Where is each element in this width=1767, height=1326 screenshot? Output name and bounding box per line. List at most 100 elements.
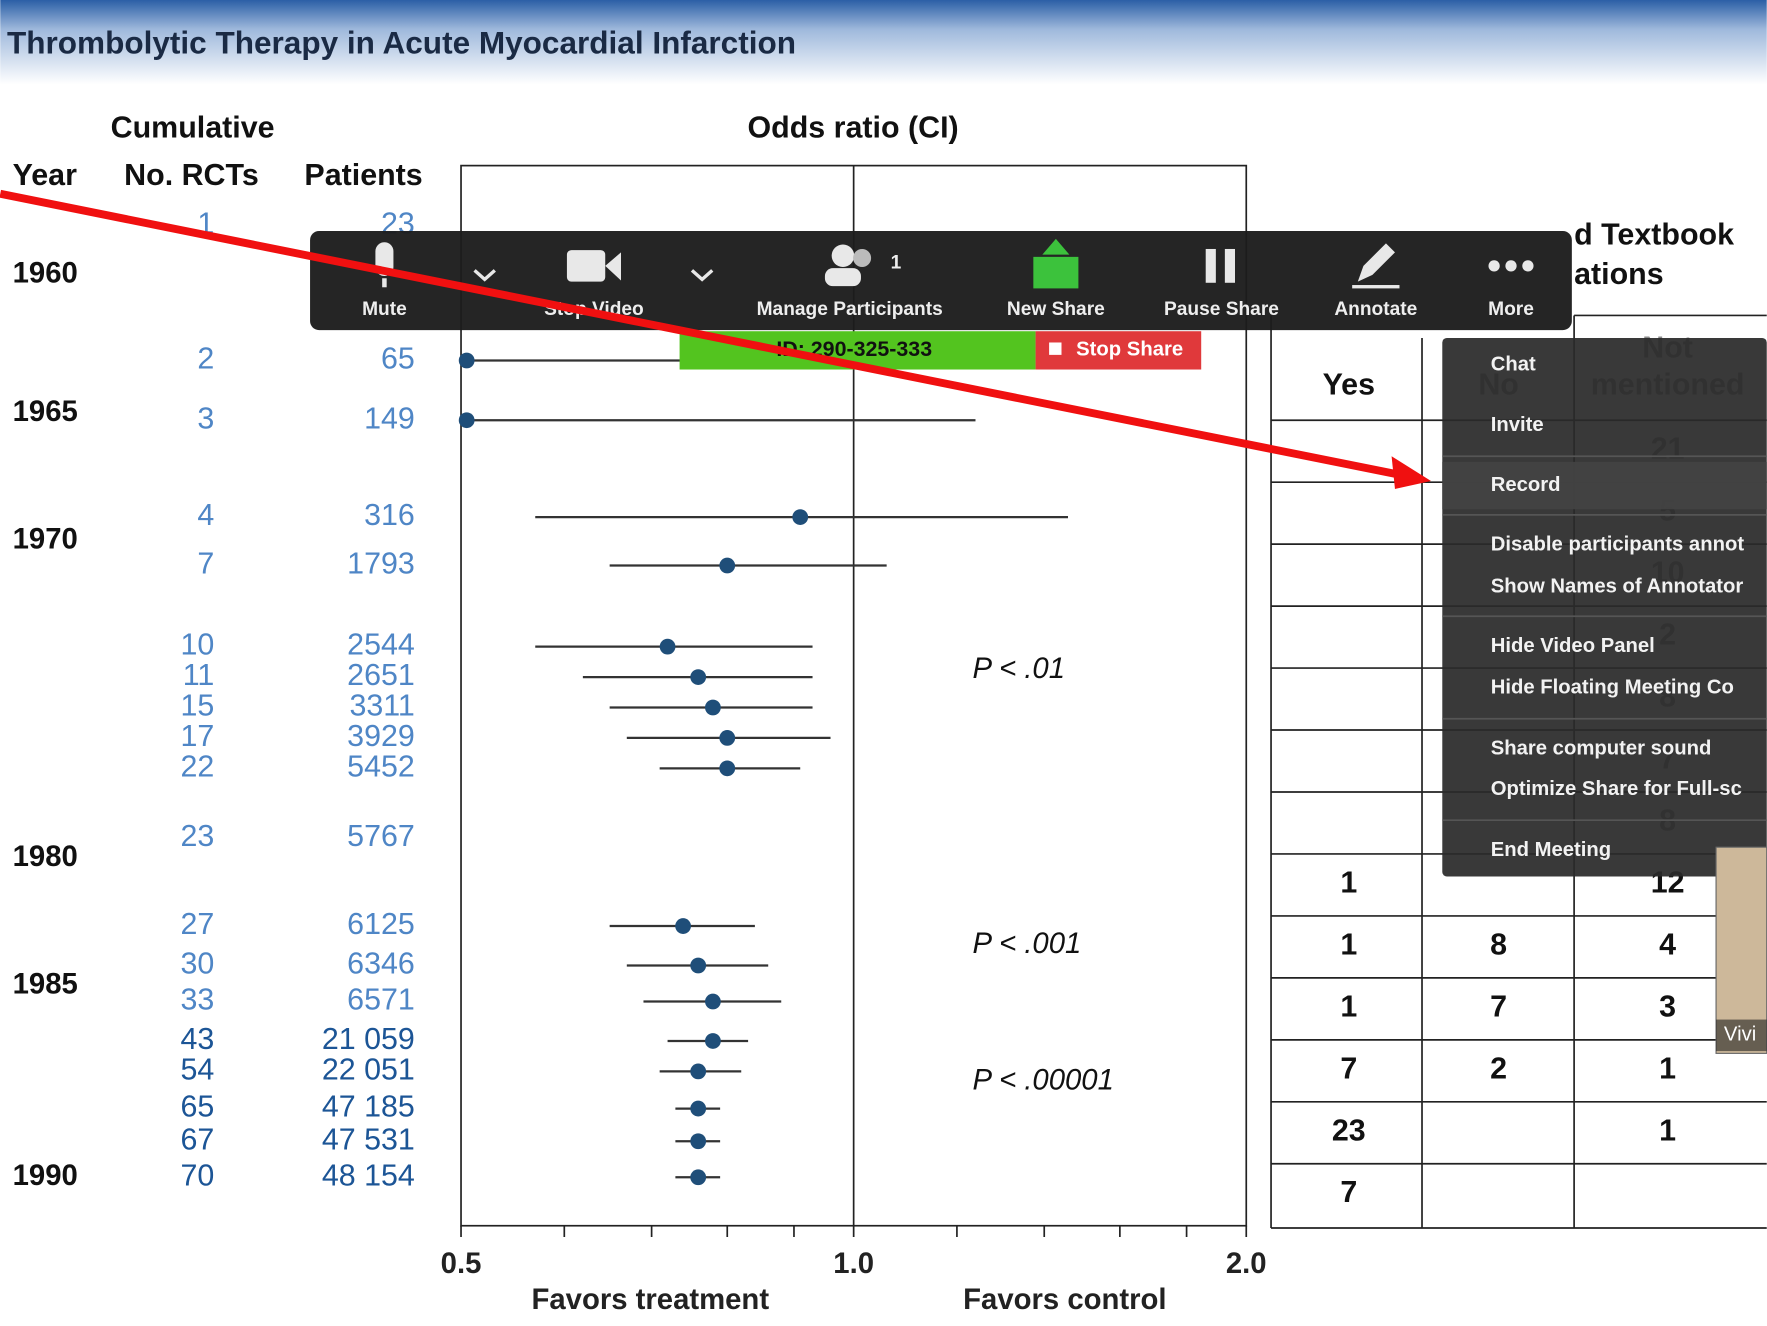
odds-ratio-point [690,958,706,974]
toolbar-label: Pause Share [1164,299,1279,320]
rct-count: 22 [180,749,214,783]
rct-count: 10 [180,628,214,662]
table-cell: 1 [1340,927,1357,961]
rct-count: 27 [180,907,214,941]
rct-count: 30 [180,947,214,981]
odds-ratio-point [792,509,808,525]
table-cell: 7 [1490,989,1507,1023]
toolbar-label: Manage Participants [757,299,943,320]
odds-ratio-point [705,1033,721,1049]
x-tick-label: 1.0 [833,1247,874,1280]
menu-item[interactable]: Invite [1491,414,1544,436]
odds-ratio-point [690,1169,706,1185]
patient-count: 5767 [347,819,415,853]
rct-count: 7 [197,547,214,581]
toolbar-label: New Share [1007,299,1105,320]
odds-ratio-point [719,730,735,746]
rct-count: 3 [197,401,214,435]
chart-title: Odds ratio (CI) [748,111,959,145]
table-title: ations [1574,257,1664,291]
patient-count: 21 059 [322,1022,415,1056]
patient-count: 2544 [347,628,415,662]
patient-count: 6571 [347,983,415,1017]
table-cell: 4 [1659,927,1676,961]
odds-ratio-point [690,1101,706,1117]
odds-ratio-point [459,412,475,428]
column-header: Yes [1323,367,1375,401]
x-axis-label: Favors control [963,1283,1166,1316]
patient-count: 47 531 [322,1122,415,1156]
toolbar-label: Annotate [1334,299,1417,320]
patient-count: 5452 [347,749,415,783]
odds-ratio-point [675,918,691,934]
p-value-annotation: P < .00001 [973,1063,1114,1096]
table-cell: 3 [1659,989,1676,1023]
menu-item[interactable]: End Meeting [1491,839,1611,861]
table-cell: 23 [1332,1113,1366,1147]
menu-item[interactable]: Record [1491,474,1561,496]
table-title: d Textbook [1574,218,1734,252]
table-cell: 2 [1490,1051,1507,1085]
odds-ratio-point [690,1133,706,1149]
year-label: 1980 [13,840,78,873]
table-cell: 1 [1340,865,1357,899]
year-label: 1960 [13,257,78,290]
menu-item[interactable]: Chat [1491,353,1536,375]
menu-item[interactable]: Hide Video Panel [1491,635,1655,657]
rct-count: 54 [180,1052,214,1086]
table-cell: 7 [1340,1175,1357,1209]
table-cell: 1 [1659,1113,1676,1147]
rct-count: 4 [197,498,214,532]
patient-count: 1793 [347,547,415,581]
table-cell: 1 [1659,1051,1676,1085]
page: {"slide": {"title": "Thrombolytic Therap… [0,0,1767,1326]
toolbar-label: Mute [362,299,407,320]
p-value-annotation: P < .001 [973,927,1082,960]
patient-count: 316 [364,498,415,532]
odds-ratio-point [705,994,721,1010]
patient-count: 149 [364,401,415,435]
menu-item[interactable]: Show Names of Annotator [1491,575,1744,597]
arrow-head [1392,456,1431,489]
patient-count: 6125 [347,907,415,941]
year-label: 1985 [13,968,78,1001]
menu-item[interactable]: Disable participants annot [1491,534,1745,556]
odds-ratio-point [690,669,706,685]
menu-item[interactable]: Hide Floating Meeting Co [1491,677,1734,699]
patient-count: 22 051 [322,1052,415,1086]
x-axis-label: Favors treatment [531,1283,769,1316]
table-cell: 7 [1340,1051,1357,1085]
year-label: 1990 [13,1159,78,1192]
menu-item[interactable]: Share computer sound [1491,738,1712,760]
table-cell: 8 [1490,927,1507,961]
year-label: 1965 [13,395,78,428]
odds-ratio-point [719,760,735,776]
toolbar-label: More [1488,299,1534,320]
rct-count: 43 [180,1022,214,1056]
zoom-overlay: Vivi MuteStop VideoManage ParticipantsNe… [0,194,1766,1054]
rct-count: 70 [180,1158,214,1192]
odds-ratio-point [719,558,735,574]
header: Cumulative [111,111,275,145]
x-tick-label: 0.5 [441,1247,482,1280]
patient-count: 47 185 [322,1090,415,1124]
x-tick-label: 2.0 [1226,1247,1267,1280]
year-label: 1970 [13,522,78,555]
header: Patients [304,158,422,192]
participant-count: 1 [891,253,902,274]
patient-count: 6346 [347,947,415,981]
odds-ratio-point [705,700,721,716]
rct-count: 67 [180,1122,214,1156]
slide-title: Thrombolytic Therapy in Acute Myocardial… [7,24,796,60]
patient-count: 48 154 [322,1158,415,1192]
header: Year [13,158,77,192]
stop-share-label: Stop Share [1076,339,1183,361]
rct-count: 23 [180,819,214,853]
rct-count: 15 [180,689,214,723]
patient-count: 3929 [347,719,415,753]
video-name: Vivi [1724,1024,1756,1046]
header: No. RCTs [124,158,259,192]
screen: Thrombolytic Therapy in Acute Myocardial… [0,0,1767,1326]
rct-count: 11 [183,658,215,692]
menu-item[interactable]: Optimize Share for Full-sc [1491,778,1742,800]
